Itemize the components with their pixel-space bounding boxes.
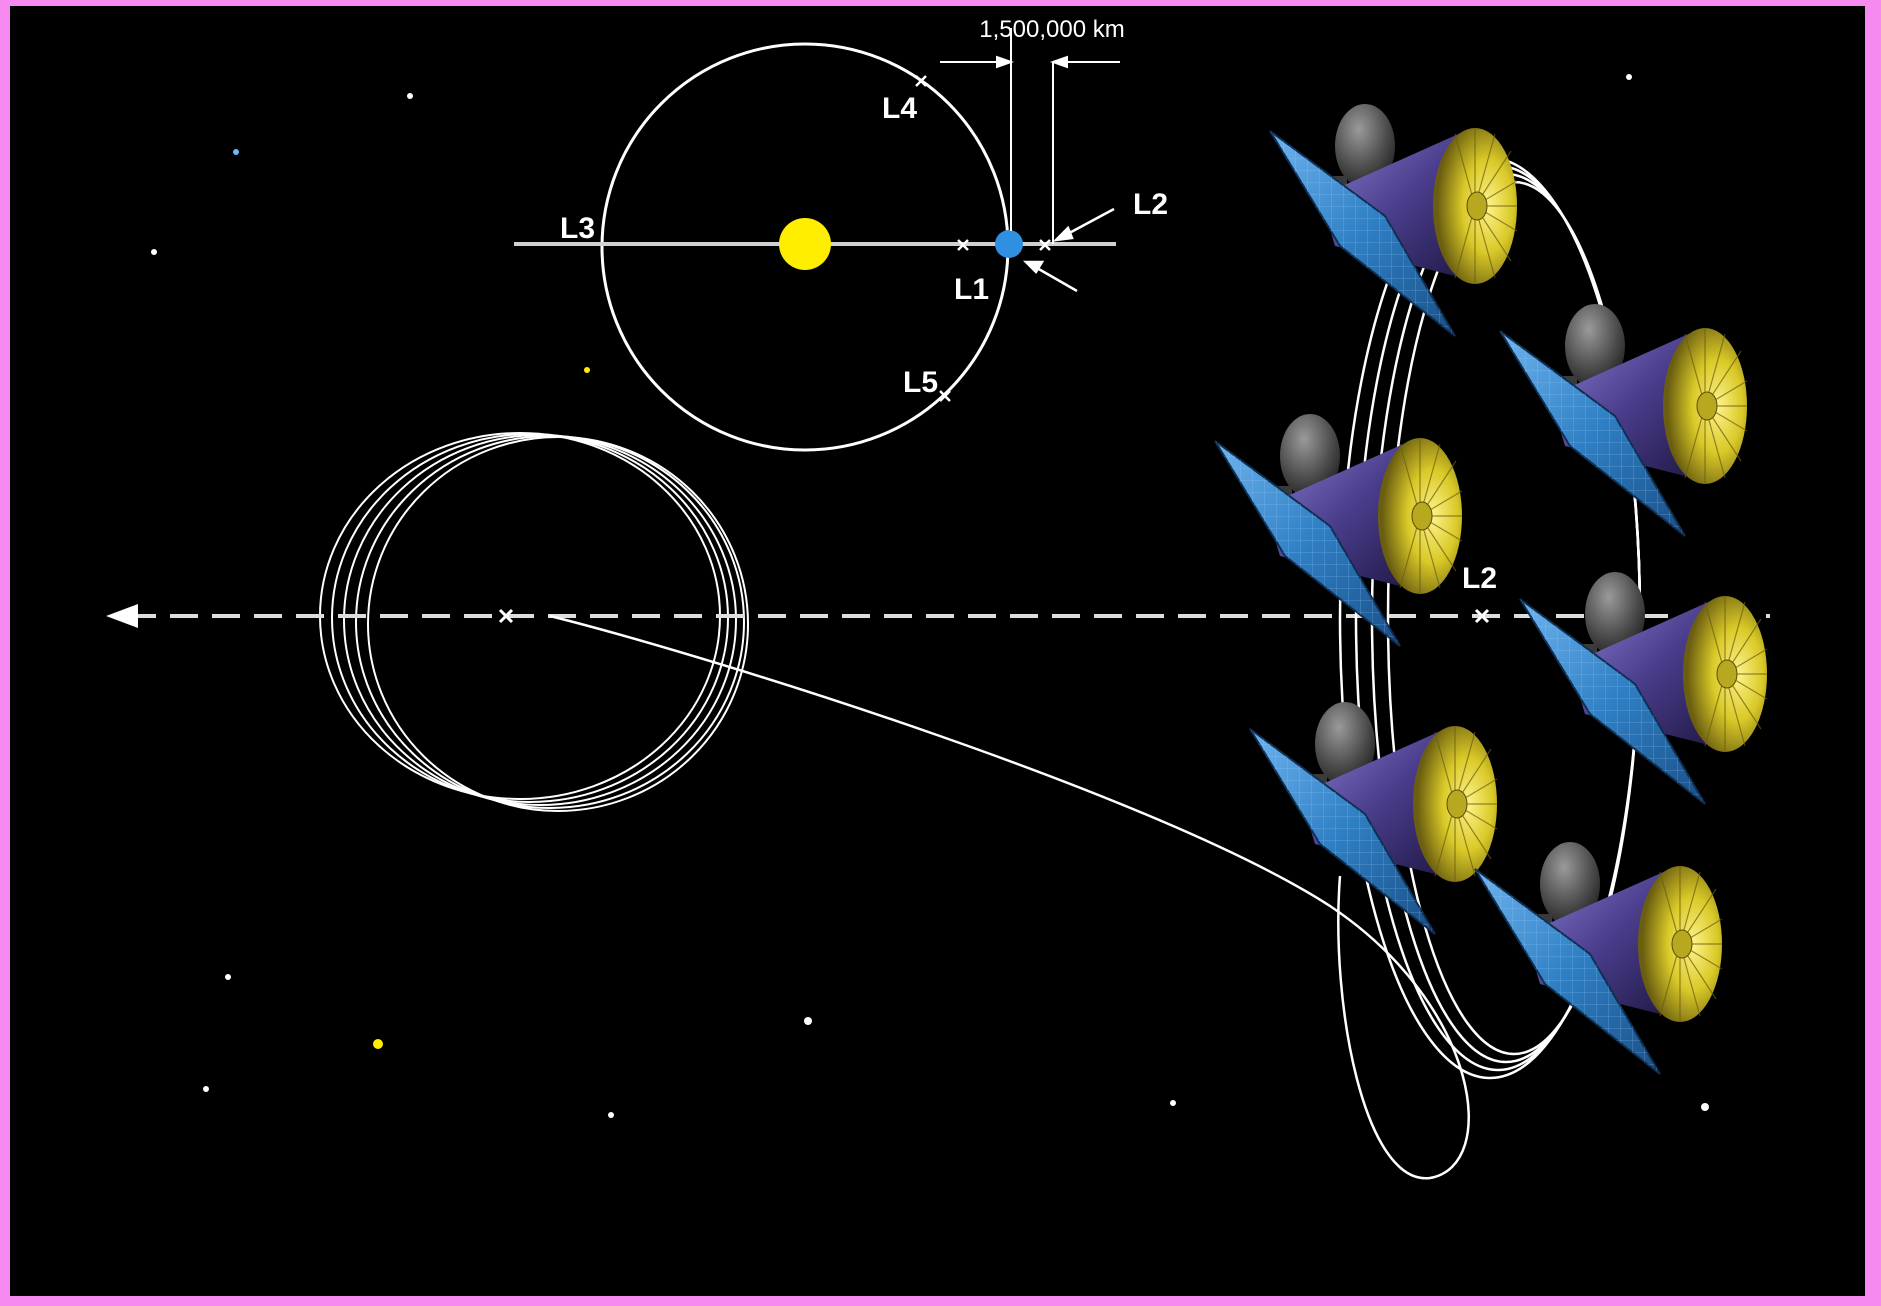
l1-label: L1 bbox=[954, 273, 989, 306]
earth-loop-orbits bbox=[319, 432, 749, 812]
spacecraft-icon bbox=[1269, 103, 1518, 337]
transfer-trajectory bbox=[549, 614, 1470, 1180]
earth-x-mark-icon bbox=[498, 608, 514, 624]
l4-label: L4 bbox=[882, 92, 917, 125]
spacecraft-icon bbox=[1519, 571, 1768, 805]
distance-dimension bbox=[940, 28, 1120, 244]
earth-pointer-arrow-icon bbox=[1022, 260, 1078, 293]
spacecraft-icon bbox=[1214, 413, 1463, 647]
earth-icon bbox=[995, 230, 1023, 258]
spacecraft-icon bbox=[1499, 303, 1748, 537]
l3-label: L3 bbox=[560, 212, 595, 245]
spacecraft-icon bbox=[1474, 841, 1723, 1075]
l2-inset-label: L2 bbox=[1133, 188, 1168, 221]
l2-main-label: L2 bbox=[1462, 562, 1497, 595]
l2-x-mark-icon bbox=[1039, 239, 1051, 251]
lagrange-orbit-diagram: 1,500,000 km L3 L4 L1 L2 L5 bbox=[10, 6, 1865, 1296]
l4-x-mark-icon bbox=[915, 75, 927, 87]
spacecraft-icon bbox=[1249, 701, 1498, 935]
l5-x-mark-icon bbox=[939, 390, 951, 402]
arrow-left-icon bbox=[106, 604, 138, 628]
l2-main-x-mark-icon bbox=[1474, 608, 1490, 624]
star-field bbox=[151, 74, 1709, 1118]
distance-label: 1,500,000 km bbox=[979, 16, 1124, 43]
l2-pointer-arrow-icon bbox=[1052, 207, 1115, 242]
sun-icon bbox=[779, 218, 831, 270]
l1-x-mark-icon bbox=[957, 239, 969, 251]
lagrange-inset: 1,500,000 km L3 L4 L1 L2 L5 bbox=[514, 16, 1168, 452]
l5-label: L5 bbox=[903, 366, 938, 399]
l2-orbit-main: L2 bbox=[106, 103, 1770, 1180]
